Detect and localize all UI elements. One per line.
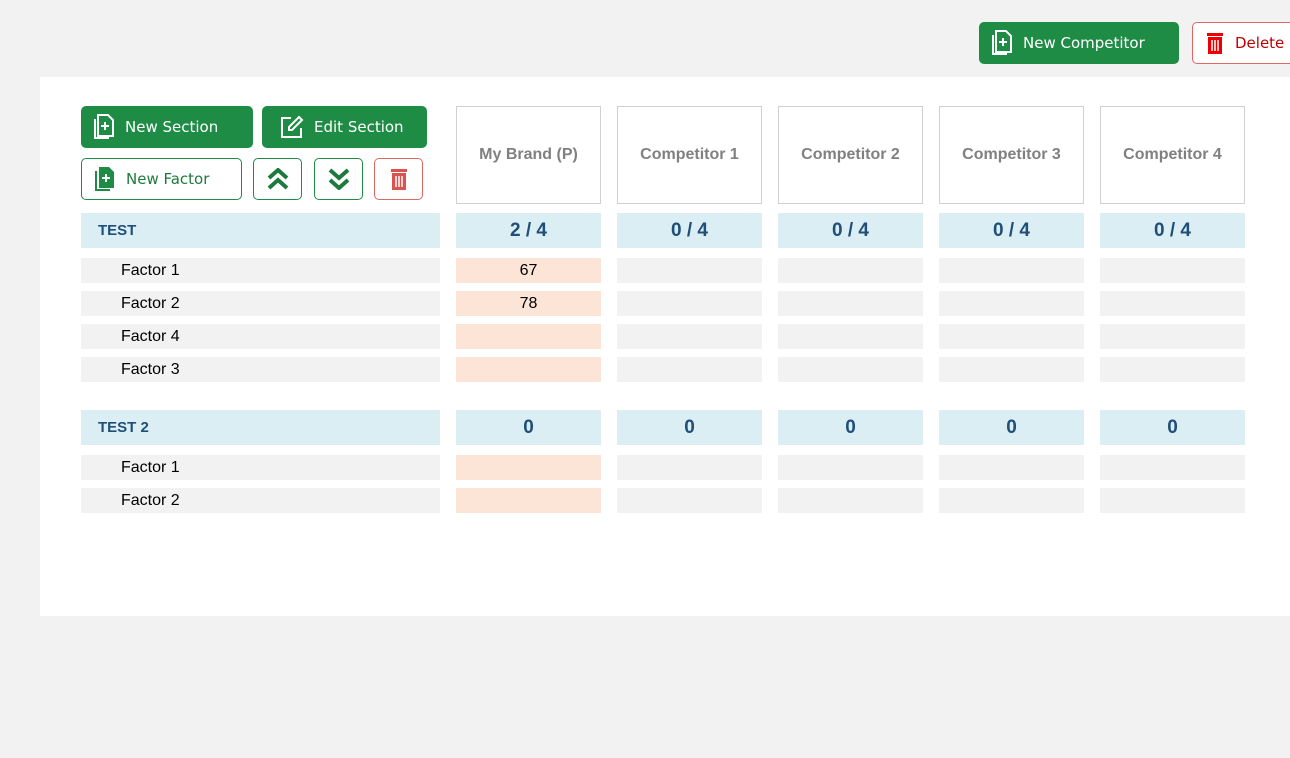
edit-section-button[interactable]: Edit Section	[262, 106, 427, 148]
icon	[281, 115, 304, 138]
empty-cell	[1100, 455, 1245, 480]
empty-cell	[778, 324, 923, 349]
empty-cell	[617, 357, 762, 382]
section-score: 0	[1100, 410, 1245, 445]
factor-label: Factor 1	[81, 258, 440, 283]
label: New Factor	[126, 170, 210, 188]
section-score: 0 / 4	[1100, 213, 1245, 248]
empty-cell	[1100, 258, 1245, 283]
factor-label: Factor 3	[81, 357, 440, 382]
icon	[1207, 33, 1223, 54]
label: New Section	[125, 118, 219, 136]
section-score: 0 / 4	[617, 213, 762, 248]
label: Delete	[1235, 34, 1285, 52]
icon	[95, 167, 114, 191]
delete-button[interactable]: Delete	[1192, 22, 1290, 64]
icon	[328, 168, 349, 190]
factor-label: Factor 4	[81, 324, 440, 349]
empty-cell	[939, 291, 1084, 316]
empty-cell	[1100, 488, 1245, 513]
new-competitor-button[interactable]: New Competitor	[979, 22, 1179, 64]
icon	[267, 168, 288, 190]
label: Edit Section	[314, 118, 404, 136]
factor-label: Factor 2	[81, 291, 440, 316]
empty-cell	[456, 357, 601, 382]
empty-cell	[778, 357, 923, 382]
empty-cell	[778, 455, 923, 480]
empty-cell	[456, 324, 601, 349]
empty-cell	[617, 455, 762, 480]
new-factor-button[interactable]: New Factor	[81, 158, 242, 200]
section-score: 0	[456, 410, 601, 445]
empty-cell	[1100, 357, 1245, 382]
empty-cell	[778, 291, 923, 316]
empty-cell	[456, 455, 601, 480]
empty-cell	[939, 488, 1084, 513]
empty-cell	[617, 291, 762, 316]
empty-cell	[1100, 291, 1245, 316]
section-score: 0	[778, 410, 923, 445]
column-header: Competitor 3	[939, 106, 1084, 204]
icon	[992, 30, 1012, 55]
factor-label: Factor 2	[81, 488, 440, 513]
icon	[390, 169, 407, 190]
empty-cell	[778, 488, 923, 513]
move-up-button[interactable]	[253, 158, 302, 200]
section-score: 0	[939, 410, 1084, 445]
delete-factor-button[interactable]	[374, 158, 423, 200]
move-down-button[interactable]	[314, 158, 363, 200]
section-score: 2 / 4	[456, 213, 601, 248]
empty-cell	[617, 258, 762, 283]
section-score: 0 / 4	[778, 213, 923, 248]
empty-cell	[617, 324, 762, 349]
empty-cell	[778, 258, 923, 283]
section-score: 0 / 4	[939, 213, 1084, 248]
icon	[94, 114, 114, 139]
new-section-button[interactable]: New Section	[81, 106, 253, 148]
empty-cell	[939, 455, 1084, 480]
column-header: Competitor 1	[617, 106, 762, 204]
section-title: TEST	[81, 213, 440, 248]
column-header: Competitor 2	[778, 106, 923, 204]
empty-cell	[1100, 324, 1245, 349]
column-header: Competitor 4	[1100, 106, 1245, 204]
factor-value: 67	[456, 258, 601, 283]
section-score: 0	[617, 410, 762, 445]
section-title: TEST 2	[81, 410, 440, 445]
empty-cell	[939, 357, 1084, 382]
label: New Competitor	[1023, 34, 1145, 52]
column-header: My Brand (P)	[456, 106, 601, 204]
empty-cell	[617, 488, 762, 513]
empty-cell	[939, 324, 1084, 349]
factor-label: Factor 1	[81, 455, 440, 480]
empty-cell	[456, 488, 601, 513]
empty-cell	[939, 258, 1084, 283]
factor-value: 78	[456, 291, 601, 316]
